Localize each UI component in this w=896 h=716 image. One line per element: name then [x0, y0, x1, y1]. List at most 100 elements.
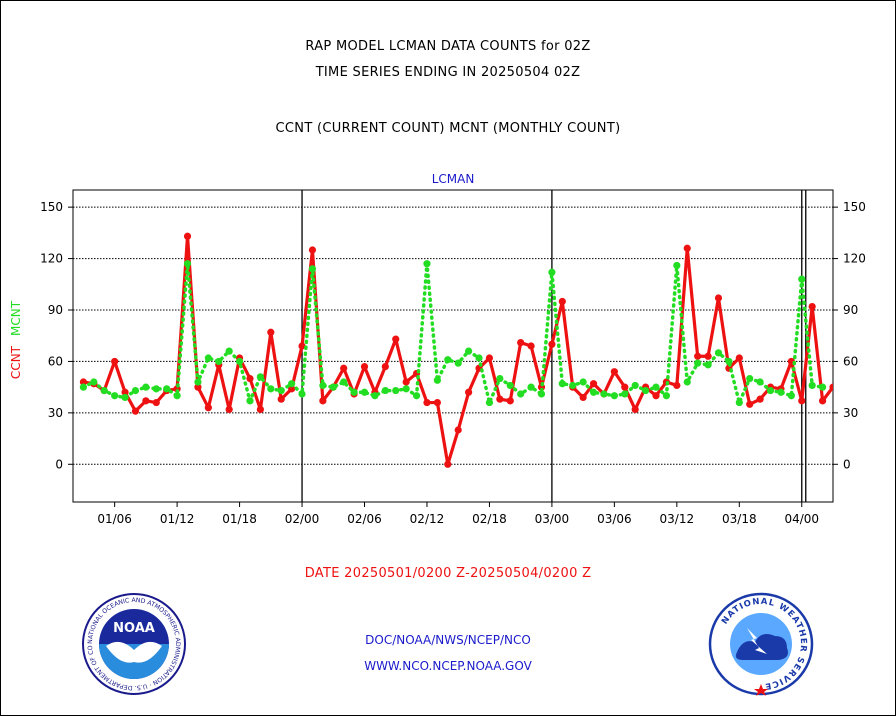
- data-point-mcnt: [714, 349, 723, 357]
- series-mcnt: [79, 260, 827, 407]
- time-series-chart: 0 0 30 30 60 60 90 90 120 120 150 150 01/06 01/12 01/1…: [9, 172, 866, 526]
- y-tick-label-left: 30: [48, 406, 63, 420]
- data-point-mcnt: [735, 398, 743, 407]
- data-point-ccnt: [517, 338, 525, 347]
- data-point-mcnt: [662, 392, 671, 400]
- data-point-ccnt: [610, 368, 618, 376]
- data-point-ccnt: [704, 352, 712, 360]
- data-point-ccnt: [194, 383, 202, 391]
- data-point-ccnt: [79, 378, 88, 386]
- data-point-ccnt: [183, 232, 192, 240]
- data-point-ccnt: [652, 392, 660, 400]
- x-tick-label: 02/12: [410, 512, 445, 526]
- org-path: DOC/NOAA/NWS/NCEP/NCO: [365, 633, 531, 647]
- data-point-mcnt: [673, 261, 681, 270]
- data-point-mcnt: [808, 381, 816, 390]
- data-point-ccnt: [444, 460, 452, 468]
- data-point-mcnt: [787, 392, 795, 400]
- data-point-ccnt: [319, 397, 327, 405]
- data-point-ccnt: [392, 335, 400, 343]
- data-point-mcnt: [756, 378, 764, 386]
- y-tick-label-right: 60: [843, 354, 858, 368]
- data-point-mcnt: [475, 354, 483, 362]
- data-point-mcnt: [277, 386, 285, 395]
- y-tick-label-left: 90: [48, 303, 63, 317]
- data-point-mcnt: [777, 388, 785, 396]
- data-point-ccnt: [423, 398, 431, 407]
- data-point-ccnt: [496, 395, 504, 403]
- y-tick-label-right: 30: [843, 406, 858, 420]
- y-tick-label-left: 120: [40, 252, 63, 266]
- data-point-ccnt: [829, 383, 833, 391]
- data-point-ccnt: [360, 362, 369, 371]
- data-point-ccnt: [808, 302, 816, 311]
- x-tick-label: 03/06: [597, 512, 632, 526]
- data-point-mcnt: [725, 357, 733, 366]
- data-point-mcnt: [90, 378, 98, 386]
- data-point-mcnt: [694, 359, 702, 367]
- data-point-mcnt: [704, 361, 712, 369]
- data-point-ccnt: [204, 404, 212, 412]
- data-point-mcnt: [444, 356, 452, 364]
- data-point-mcnt: [371, 392, 379, 400]
- x-tick-label: 03/12: [660, 512, 695, 526]
- data-point-ccnt: [558, 297, 566, 306]
- y-tick-label-right: 120: [843, 252, 866, 266]
- x-tick-label: 02/18: [472, 512, 507, 526]
- noaa-wordmark: NOAA: [113, 621, 155, 636]
- data-point-mcnt: [454, 359, 462, 367]
- data-point-ccnt: [506, 397, 514, 405]
- data-point-ccnt: [121, 388, 129, 396]
- data-point-ccnt: [735, 354, 743, 362]
- data-point-ccnt: [694, 352, 702, 360]
- data-point-mcnt: [360, 388, 369, 396]
- chart-title: LCMAN: [432, 172, 475, 186]
- data-point-mcnt: [506, 381, 514, 390]
- data-point-mcnt: [79, 383, 88, 391]
- date-range: DATE 20250501/0200 Z-20250504/0200 Z: [304, 566, 592, 581]
- data-point-mcnt: [746, 374, 754, 383]
- data-point-ccnt: [111, 357, 119, 366]
- data-point-mcnt: [818, 383, 827, 391]
- x-tick-label: 03/00: [535, 512, 570, 526]
- x-tick-label: 01/18: [222, 512, 257, 526]
- data-point-mcnt: [194, 378, 202, 386]
- y-tick-label-left: 60: [48, 354, 63, 368]
- data-point-ccnt: [714, 294, 723, 302]
- data-point-ccnt: [673, 381, 681, 390]
- data-point-ccnt: [277, 395, 285, 403]
- data-point-mcnt: [235, 357, 244, 366]
- data-point-mcnt: [423, 260, 431, 268]
- data-point-mcnt: [485, 398, 494, 407]
- data-point-ccnt: [267, 328, 275, 336]
- data-point-mcnt: [256, 373, 264, 381]
- data-point-ccnt: [131, 407, 140, 415]
- x-tick-label: 04/00: [784, 512, 819, 526]
- data-point-ccnt: [402, 378, 410, 386]
- data-point-mcnt: [204, 354, 212, 362]
- data-point-mcnt: [652, 383, 660, 391]
- data-point-mcnt: [131, 386, 140, 395]
- data-point-ccnt: [631, 405, 639, 414]
- data-point-ccnt: [454, 426, 462, 434]
- noaa-logo-icon: NATIONAL OCEANIC AND ATMOSPHERIC ADMINIS…: [80, 592, 186, 695]
- data-point-mcnt: [308, 265, 317, 273]
- data-point-ccnt: [381, 362, 389, 371]
- website-link[interactable]: WWW.NCO.NCEP.NOAA.GOV: [364, 659, 532, 673]
- data-point-mcnt: [288, 380, 296, 388]
- data-point-mcnt: [350, 388, 358, 396]
- data-point-ccnt: [548, 340, 556, 348]
- data-point-ccnt: [225, 405, 233, 414]
- data-point-ccnt: [579, 393, 587, 402]
- page-subtitle: TIME SERIES ENDING IN 20250504 02Z: [315, 65, 581, 80]
- data-point-mcnt: [215, 357, 223, 366]
- data-point-mcnt: [600, 390, 608, 398]
- data-point-mcnt: [517, 390, 525, 398]
- data-point-mcnt: [548, 268, 556, 276]
- y-tick-label-right: 150: [843, 200, 866, 214]
- data-point-ccnt: [683, 244, 691, 252]
- data-point-mcnt: [496, 374, 504, 383]
- page-title: RAP MODEL LCMAN DATA COUNTS for 02Z: [305, 39, 591, 54]
- x-tick-label: 01/12: [160, 512, 195, 526]
- data-point-ccnt: [756, 395, 764, 403]
